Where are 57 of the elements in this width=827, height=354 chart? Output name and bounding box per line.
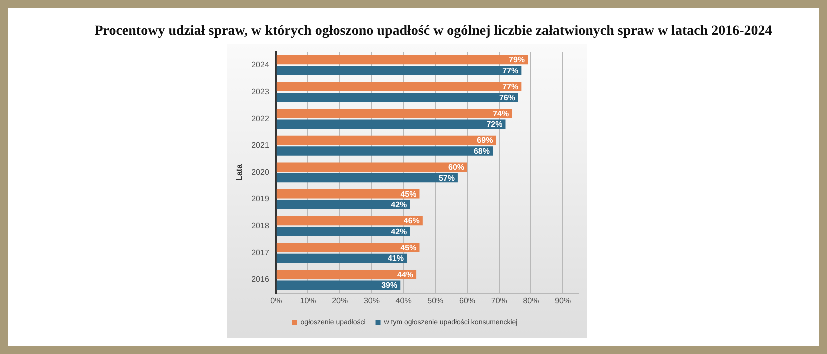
- y-axis-title: Lata: [235, 164, 244, 181]
- y-tick-label: 2021: [252, 141, 270, 150]
- bar: [276, 162, 468, 172]
- x-tick-label: 0%: [270, 296, 282, 306]
- bar: [276, 173, 458, 183]
- y-tick-label: 2016: [252, 275, 270, 284]
- data-label: 41%: [388, 254, 404, 264]
- bar: [276, 227, 410, 236]
- bar: [276, 92, 518, 102]
- data-label: 42%: [391, 200, 408, 210]
- x-tick-label: 60%: [460, 296, 476, 306]
- y-tick-label: 2017: [252, 248, 270, 258]
- x-tick-label: 10%: [300, 296, 316, 306]
- data-label: 57%: [438, 174, 455, 183]
- data-label: 60%: [448, 163, 465, 172]
- y-tick-label: 2018: [252, 222, 270, 231]
- data-label: 79%: [509, 56, 526, 65]
- data-label: 68%: [474, 146, 490, 156]
- bar: [276, 146, 493, 156]
- y-tick-label: 2023: [252, 87, 270, 96]
- data-label: 74%: [493, 109, 510, 118]
- x-tick-label: 20%: [332, 296, 348, 306]
- bar: [276, 55, 528, 65]
- y-tick-label: 2022: [252, 114, 270, 124]
- data-label: 69%: [477, 136, 494, 146]
- x-tick-label: 50%: [428, 296, 444, 306]
- x-tick-label: 40%: [396, 296, 412, 306]
- y-tick-label: 2020: [252, 168, 270, 177]
- x-tick-label: 90%: [555, 296, 572, 306]
- bar: [276, 109, 512, 118]
- x-tick-label: 70%: [491, 296, 508, 306]
- data-label: 45%: [400, 244, 417, 253]
- data-label: 77%: [502, 66, 519, 76]
- data-label: 44%: [398, 270, 414, 280]
- data-label: 76%: [499, 93, 516, 102]
- bar: [276, 216, 423, 226]
- bar: [276, 120, 506, 130]
- bar: [276, 280, 401, 290]
- data-label: 45%: [400, 190, 417, 199]
- bar: [276, 200, 410, 210]
- bar: [276, 270, 417, 280]
- data-label: 46%: [404, 216, 420, 226]
- data-label: 72%: [486, 120, 503, 130]
- y-tick-label: 2024: [252, 60, 270, 70]
- chart-title: Procentowy udział spraw, w których ogłoszono upadłość w ogólnej liczbie załatwionych spraw w latach 2016-2024: [94, 24, 774, 40]
- bar: [276, 136, 496, 146]
- bar: [276, 66, 522, 76]
- y-tick-label: 2019: [252, 194, 270, 204]
- x-tick-label: 30%: [364, 296, 380, 306]
- bar: [276, 243, 420, 252]
- data-label: 39%: [382, 281, 398, 290]
- bar: [276, 254, 407, 264]
- data-label: 77%: [502, 82, 519, 92]
- x-tick-label: 80%: [523, 296, 540, 306]
- bar: [276, 82, 522, 92]
- bar: [276, 190, 420, 199]
- data-label: 42%: [391, 227, 408, 236]
